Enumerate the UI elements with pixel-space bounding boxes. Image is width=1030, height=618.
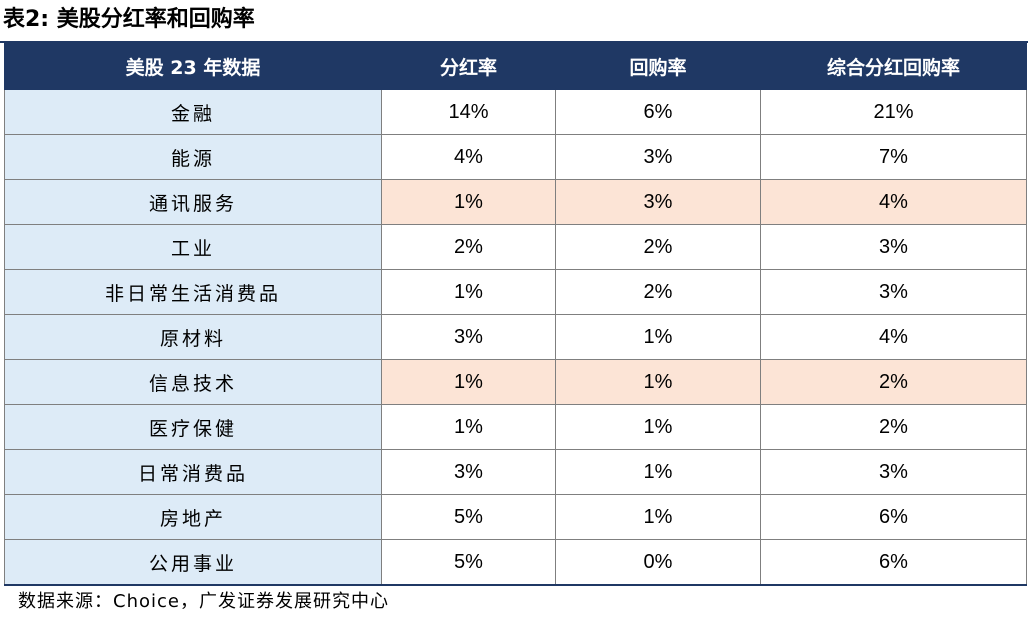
category-cell: 工业 <box>4 224 382 270</box>
table-row: 房地产 5% 1% 6% <box>4 494 1027 540</box>
table-title: 表2: 美股分红率和回购率 <box>3 7 255 32</box>
category-cell: 通讯服务 <box>4 179 382 225</box>
combined-cell: 2% <box>760 359 1027 405</box>
table-row: 公用事业 5% 0% 6% <box>4 539 1027 586</box>
table-row: 非日常生活消费品 1% 2% 3% <box>4 269 1027 315</box>
category-cell: 非日常生活消费品 <box>4 269 382 315</box>
dividend-cell: 14% <box>381 89 556 135</box>
buyback-cell: 3% <box>555 134 761 180</box>
category-cell: 金融 <box>4 89 382 135</box>
buyback-cell: 1% <box>555 404 761 450</box>
table-row: 能源 4% 3% 7% <box>4 134 1027 180</box>
buyback-cell: 2% <box>555 224 761 270</box>
dividend-cell: 5% <box>381 539 556 586</box>
combined-cell: 4% <box>760 179 1027 225</box>
title-rule <box>0 41 1028 43</box>
combined-cell: 7% <box>760 134 1027 180</box>
source-note: 数据来源：Choice，广发证券发展研究中心 <box>18 591 389 612</box>
dividend-cell: 4% <box>381 134 556 180</box>
category-cell: 能源 <box>4 134 382 180</box>
buyback-cell: 1% <box>555 449 761 495</box>
buyback-cell: 0% <box>555 539 761 586</box>
dividend-cell: 2% <box>381 224 556 270</box>
buyback-cell: 1% <box>555 359 761 405</box>
combined-cell: 21% <box>760 89 1027 135</box>
buyback-cell: 3% <box>555 179 761 225</box>
combined-cell: 6% <box>760 494 1027 540</box>
category-cell: 公用事业 <box>4 539 382 586</box>
table-row-highlighted: 信息技术 1% 1% 2% <box>4 359 1027 405</box>
combined-cell: 3% <box>760 269 1027 315</box>
header-buyback-rate: 回购率 <box>555 43 761 90</box>
table-row: 原材料 3% 1% 4% <box>4 314 1027 360</box>
category-cell: 医疗保健 <box>4 404 382 450</box>
header-dividend-rate: 分红率 <box>381 43 556 90</box>
combined-cell: 6% <box>760 539 1027 586</box>
combined-cell: 4% <box>760 314 1027 360</box>
dividend-cell: 1% <box>381 179 556 225</box>
category-cell: 信息技术 <box>4 359 382 405</box>
table-row: 日常消费品 3% 1% 3% <box>4 449 1027 495</box>
combined-cell: 3% <box>760 224 1027 270</box>
dividend-cell: 3% <box>381 449 556 495</box>
dividend-cell: 1% <box>381 269 556 315</box>
header-category: 美股 23 年数据 <box>4 43 382 90</box>
table-row: 金融 14% 6% 21% <box>4 89 1027 135</box>
dividend-buyback-table: 美股 23 年数据 分红率 回购率 综合分红回购率 金融 14% 6% 21% … <box>4 43 1027 586</box>
table-row: 工业 2% 2% 3% <box>4 224 1027 270</box>
header-combined-rate: 综合分红回购率 <box>760 43 1027 90</box>
combined-cell: 3% <box>760 449 1027 495</box>
buyback-cell: 2% <box>555 269 761 315</box>
header-row: 美股 23 年数据 分红率 回购率 综合分红回购率 <box>4 43 1027 90</box>
category-cell: 原材料 <box>4 314 382 360</box>
buyback-cell: 1% <box>555 314 761 360</box>
category-cell: 房地产 <box>4 494 382 540</box>
dividend-cell: 3% <box>381 314 556 360</box>
table-row-highlighted: 通讯服务 1% 3% 4% <box>4 179 1027 225</box>
combined-cell: 2% <box>760 404 1027 450</box>
buyback-cell: 6% <box>555 89 761 135</box>
category-cell: 日常消费品 <box>4 449 382 495</box>
table-row: 医疗保健 1% 1% 2% <box>4 404 1027 450</box>
buyback-cell: 1% <box>555 494 761 540</box>
dividend-cell: 5% <box>381 494 556 540</box>
dividend-cell: 1% <box>381 359 556 405</box>
dividend-cell: 1% <box>381 404 556 450</box>
